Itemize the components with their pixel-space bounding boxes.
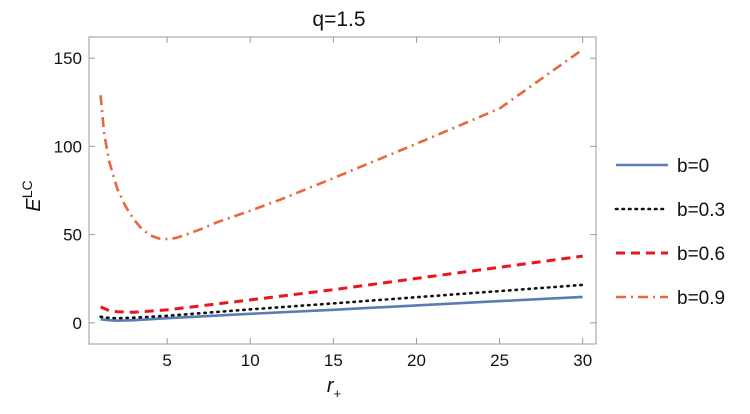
series-line-b-0-6 bbox=[100, 254, 583, 314]
series-line-b-0 bbox=[100, 295, 583, 323]
y-axis-label: ELC bbox=[19, 180, 45, 211]
x-axis-label-subscript: + bbox=[334, 386, 342, 401]
y-axis-label-superscript: LC bbox=[19, 180, 35, 198]
legend: b=0 b=0.3 b=0.6 b=0.9 bbox=[614, 156, 725, 309]
y-tick-label: 100 bbox=[54, 137, 82, 156]
series-line-b-0-3 bbox=[99, 283, 585, 320]
x-tick-label: 10 bbox=[241, 351, 260, 370]
plot-frame bbox=[88, 36, 597, 345]
x-axis-ticks: 5 10 15 20 25 30 bbox=[162, 37, 592, 370]
x-axis-label: r+ bbox=[327, 375, 341, 401]
y-tick-label: 150 bbox=[54, 49, 82, 68]
legend-label-b-0: b=0 bbox=[677, 156, 709, 177]
x-tick-label: 30 bbox=[573, 351, 592, 370]
y-tick-label: 0 bbox=[73, 314, 82, 333]
legend-label-b-0-9: b=0.9 bbox=[677, 288, 725, 309]
x-tick-label: 25 bbox=[490, 351, 509, 370]
x-tick-label: 20 bbox=[407, 351, 426, 370]
x-axis-label-main: r bbox=[327, 375, 335, 397]
y-axis-label-main: E bbox=[23, 198, 45, 212]
x-tick-label: 5 bbox=[162, 351, 171, 370]
x-tick-label: 15 bbox=[324, 351, 343, 370]
series-layer bbox=[99, 48, 585, 323]
legend-label-b-0-6: b=0.6 bbox=[677, 244, 725, 265]
legend-label-b-0-3: b=0.3 bbox=[677, 200, 725, 221]
series-line-b-0-9 bbox=[99, 48, 584, 241]
chart-title: q=1.5 bbox=[312, 8, 365, 31]
y-axis-ticks: 0 50 100 150 bbox=[54, 49, 596, 333]
y-tick-label: 50 bbox=[63, 226, 82, 245]
